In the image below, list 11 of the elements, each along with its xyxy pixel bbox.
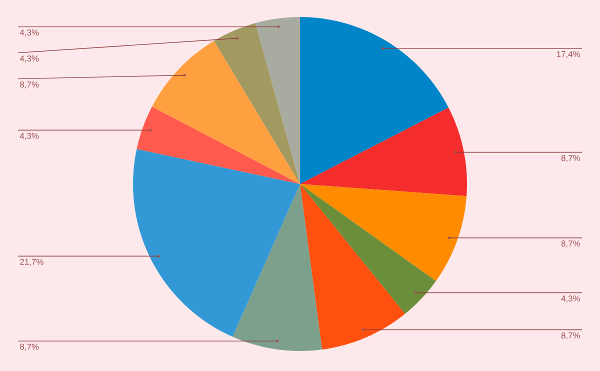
data-label: 21,7% — [20, 258, 44, 266]
data-label: 8,7% — [20, 344, 39, 351]
data-label: 4,3% — [20, 30, 39, 36]
data-label: 8,7% — [561, 154, 580, 162]
data-label: 8,7% — [561, 240, 580, 248]
data-label: 17,4% — [556, 51, 580, 58]
data-label: 4,3% — [20, 56, 39, 62]
data-label: 8,7% — [561, 332, 580, 340]
data-label: 4,3% — [20, 132, 39, 140]
data-label: 8,7% — [20, 82, 39, 88]
data-label: 4,3% — [561, 295, 580, 302]
